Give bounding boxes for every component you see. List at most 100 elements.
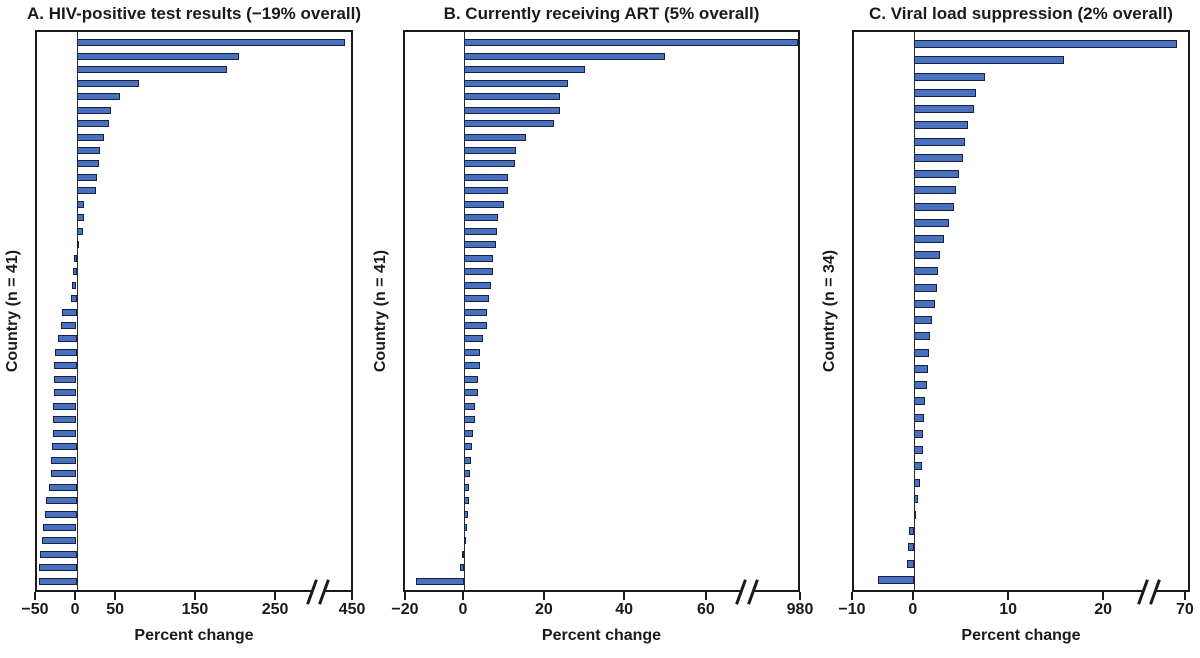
panel-c-plot-area xyxy=(852,30,1190,592)
bar xyxy=(464,348,481,356)
bar xyxy=(55,348,77,356)
x-axis-tick xyxy=(911,592,914,600)
bar xyxy=(76,93,121,101)
bar xyxy=(914,299,935,308)
bar xyxy=(76,214,84,222)
bar xyxy=(464,456,472,464)
panel-b: B. Currently receiving ART (5% overall) … xyxy=(372,0,813,658)
bar xyxy=(914,413,925,422)
bar xyxy=(914,446,923,454)
bar xyxy=(76,241,79,249)
bar xyxy=(464,160,515,168)
x-axis-tick xyxy=(274,592,277,600)
bar xyxy=(464,241,497,249)
bar xyxy=(464,39,798,47)
bar xyxy=(464,106,561,114)
bar xyxy=(878,575,915,584)
x-axis-tick-label: 250 xyxy=(261,601,289,618)
bar xyxy=(464,335,484,343)
bar xyxy=(76,52,239,60)
bar xyxy=(464,429,474,437)
bar xyxy=(907,543,915,552)
bar xyxy=(76,187,97,195)
bar xyxy=(914,316,932,325)
bar xyxy=(76,39,345,47)
bar xyxy=(464,254,494,262)
bar xyxy=(464,402,476,410)
bar xyxy=(464,389,478,397)
bar xyxy=(464,483,470,491)
bar xyxy=(914,397,926,406)
zero-gridline xyxy=(914,32,916,590)
x-axis-tick-label: 20 xyxy=(535,601,553,618)
bar xyxy=(54,362,77,370)
bar xyxy=(914,364,929,373)
panel-b-plot-area xyxy=(403,30,800,592)
bar xyxy=(464,173,509,181)
bar xyxy=(462,550,465,558)
bar xyxy=(464,362,481,370)
panel-a-x-axis: −50 0 50 150 250 450 xyxy=(21,579,365,638)
bar xyxy=(464,52,665,60)
bar xyxy=(76,200,85,208)
bar xyxy=(914,234,945,243)
bar xyxy=(40,550,77,558)
axis-break-gap xyxy=(312,587,325,597)
panel-a: A. HIV-positive test results (−19% overa… xyxy=(4,0,365,658)
bar xyxy=(76,227,83,235)
bar xyxy=(464,120,555,127)
bar xyxy=(914,283,937,292)
bar xyxy=(464,295,490,302)
bar xyxy=(464,308,488,316)
bar xyxy=(460,564,465,572)
bar xyxy=(71,281,77,289)
x-axis-tick xyxy=(799,592,801,600)
x-axis-tick xyxy=(34,592,36,600)
panel-b-x-axis-title: Percent change xyxy=(541,627,662,644)
bar xyxy=(76,133,105,141)
bar xyxy=(76,79,139,87)
bar xyxy=(914,186,957,195)
panel-a-plot-area xyxy=(35,30,353,592)
x-axis-tick-label: −20 xyxy=(391,601,419,618)
bar xyxy=(41,537,77,545)
bar xyxy=(914,121,968,130)
zero-gridline xyxy=(76,32,78,590)
bar xyxy=(914,381,928,390)
bar xyxy=(914,332,931,341)
x-axis-tick-label: 0 xyxy=(458,601,468,618)
bar xyxy=(464,66,585,74)
bar xyxy=(914,72,985,81)
panel-b-title: B. Currently receiving ART (5% overall) xyxy=(443,4,760,23)
x-axis-tick-label: 0 xyxy=(908,601,918,618)
x-axis-tick-label: 0 xyxy=(70,601,80,618)
panel-c-y-axis-label: Country (n = 34) xyxy=(821,249,838,373)
bar xyxy=(44,510,77,518)
x-axis-tick-label: 50 xyxy=(106,601,125,618)
bar xyxy=(52,443,77,451)
bar xyxy=(76,120,109,127)
x-axis-tick-label: 60 xyxy=(697,601,715,618)
bar xyxy=(914,153,963,162)
bar xyxy=(464,281,492,289)
bar xyxy=(464,268,494,276)
panel-a-y-axis-label: Country (n = 41) xyxy=(4,249,21,373)
bar xyxy=(61,308,77,316)
bar xyxy=(60,322,77,329)
bar xyxy=(464,187,509,195)
x-axis-tick xyxy=(114,592,117,600)
bar xyxy=(53,375,77,383)
x-axis-tick xyxy=(1183,592,1186,600)
x-axis-tick xyxy=(1102,592,1105,600)
bar xyxy=(464,375,479,383)
bar xyxy=(415,577,465,585)
bar xyxy=(906,559,915,568)
x-axis-tick xyxy=(851,592,853,600)
bar xyxy=(914,218,949,227)
bar xyxy=(914,348,930,357)
bar xyxy=(464,146,517,154)
bar xyxy=(914,478,920,487)
x-axis-tick-label: 980 xyxy=(786,601,814,618)
bar xyxy=(48,483,77,491)
bar xyxy=(464,470,471,478)
